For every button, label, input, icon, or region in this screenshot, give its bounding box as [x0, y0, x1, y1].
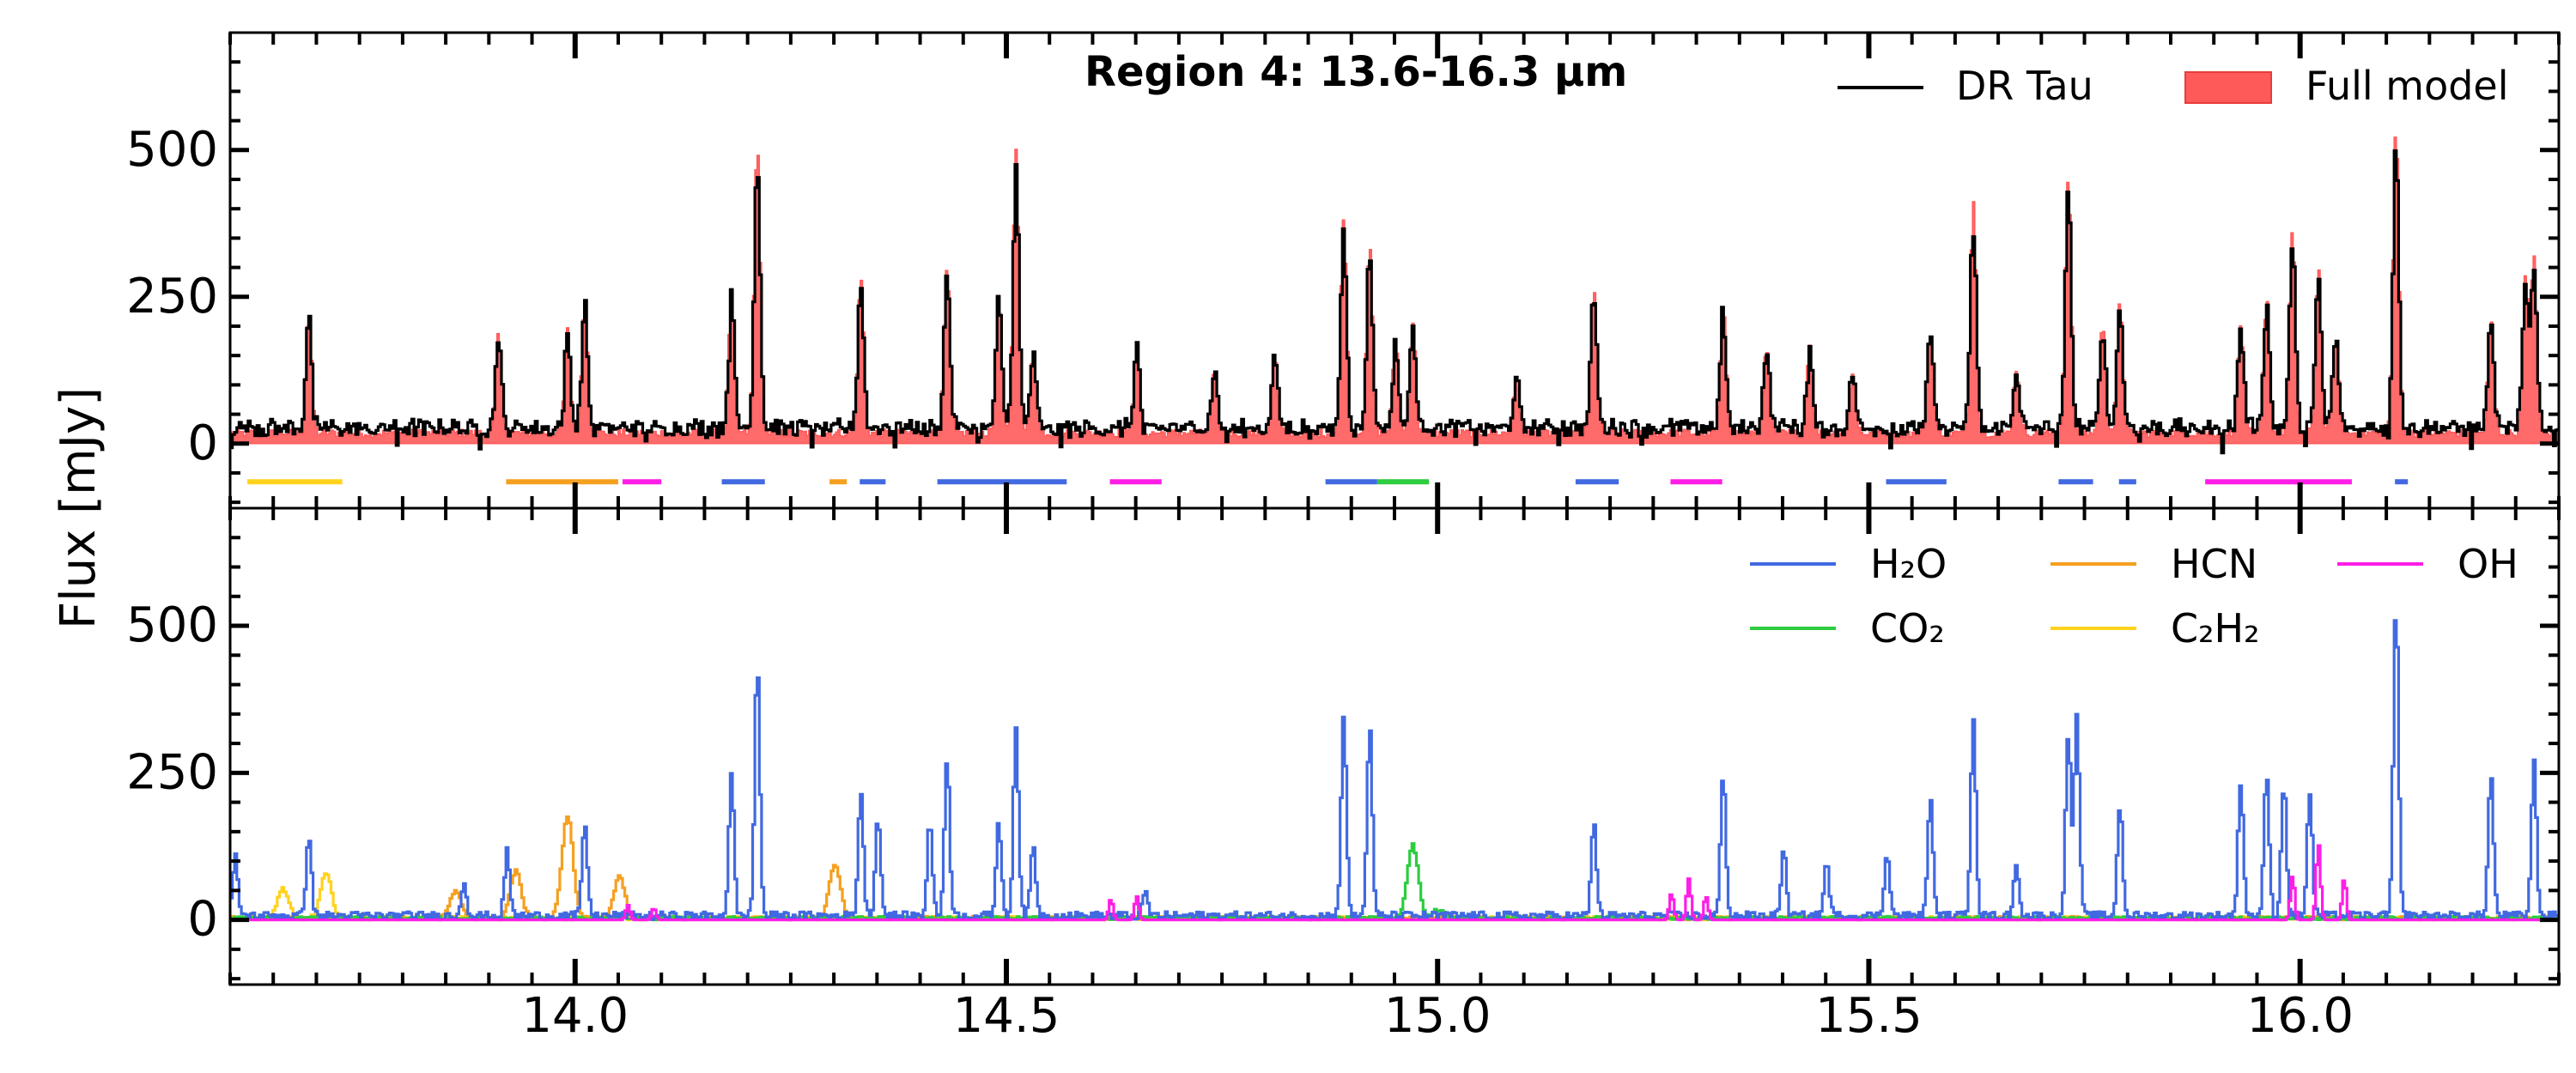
- legend-dr-tau-label: DR Tau: [1956, 63, 2093, 109]
- x-tick-label: 16.0: [2246, 988, 2354, 1044]
- x-tick-label: 14.5: [953, 988, 1060, 1044]
- x-tick-label: 15.0: [1384, 988, 1492, 1044]
- oh-series-line: [230, 844, 2558, 922]
- legend-hcn-label: HCN: [2171, 541, 2257, 587]
- y-axis-label: Flux [mJy]: [51, 387, 106, 629]
- top-y-tick-label: 0: [187, 415, 218, 471]
- top-legend: DR Tau Full model: [1838, 63, 2509, 109]
- top-panel: 500 250 0 Region 4: 13.6-16.3 µm DR Tau Ful…: [126, 31, 2561, 510]
- top-y-tick-label: 500: [126, 122, 218, 178]
- top-panel-title: Region 4: 13.6-16.3 µm: [1084, 48, 1627, 96]
- top-y-axis: 500 250 0: [126, 60, 2559, 505]
- bottom-y-tick-label: 250: [126, 744, 218, 800]
- bottom-legend: H₂O HCN OH CO₂ C₂H₂: [1750, 541, 2518, 652]
- legend-oh-label: OH: [2458, 541, 2518, 587]
- bottom-y-axis: 500 250 0: [126, 536, 2559, 981]
- legend-co2-label: CO₂: [1870, 605, 1945, 652]
- top-y-tick-label: 250: [126, 269, 218, 324]
- h2o-series-line: [230, 619, 2559, 922]
- legend-model-swatch: [2184, 71, 2272, 104]
- x-tick-label: 14.0: [521, 988, 629, 1044]
- bottom-plot-area: [230, 619, 2559, 922]
- legend-c2h2-label: C₂H₂: [2171, 605, 2260, 652]
- x-tick-label: 15.5: [1815, 988, 1923, 1044]
- x-axis: 14.0 14.5 15.0 15.5 16.0: [228, 33, 2561, 1044]
- legend-h2o-label: H₂O: [1870, 541, 1947, 587]
- bottom-y-tick-label: 500: [126, 597, 218, 653]
- top-plot-area: [230, 136, 2559, 485]
- observed-spectrum-line: [230, 149, 2559, 455]
- bottom-panel: 500 250 0 H₂O HCN OH CO₂ C₂H₂: [126, 506, 2561, 986]
- bottom-y-tick-label: 0: [187, 892, 218, 948]
- legend-model-label: Full model: [2306, 63, 2509, 109]
